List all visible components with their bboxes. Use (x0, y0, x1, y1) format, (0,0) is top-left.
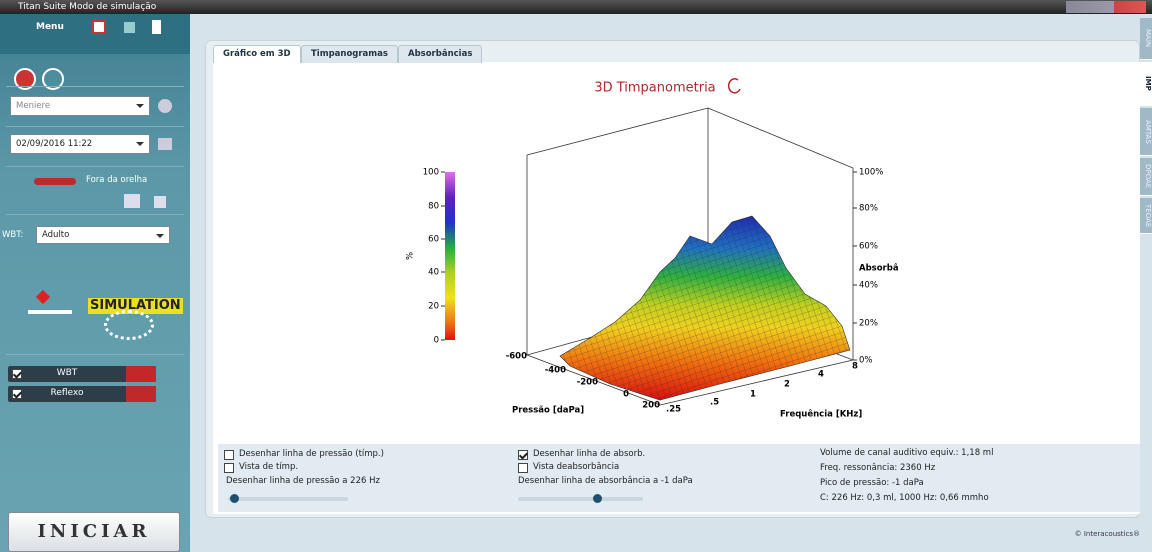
result-text: Pico de pressão: -1 daPa (820, 478, 924, 488)
checkbox-label[interactable]: Desenhar linha de absorb. (533, 449, 645, 459)
y-axis-label: Absorbâ (859, 264, 899, 274)
slider-label: Desenhar linha de pressão a 226 Hz (226, 476, 380, 486)
color-bar-tick-label: 20 (428, 302, 439, 312)
y-tick-label: 100% (859, 168, 883, 178)
x-tick-label: 200 (642, 401, 660, 411)
y-tick-label: 80% (859, 204, 878, 214)
x-axis-label: Pressão [daPa] (512, 406, 584, 416)
side-tab[interactable]: TEOAE (1140, 198, 1152, 234)
x-tick-label: -200 (577, 378, 598, 388)
result-text: C: 226 Hz: 0,3 ml, 1000 Hz: 0,66 mmho (820, 493, 989, 503)
x-tick-label: 0 (623, 390, 629, 400)
x-tick-label: -600 (506, 352, 527, 362)
z-tick-label: .25 (666, 405, 681, 415)
checkbox-label[interactable]: Vista deabsorbância (533, 462, 619, 472)
copyright: © Interacoustics® (1075, 530, 1140, 538)
y-tick-label: 60% (859, 242, 878, 252)
z-tick-label: 8 (852, 362, 858, 372)
y-tick-label: 20% (859, 319, 878, 329)
slider-knob[interactable] (230, 494, 239, 503)
checkbox[interactable] (224, 450, 234, 460)
slider-label: Desenhar linha de absorbância a -1 daPa (518, 476, 693, 486)
checkbox-label[interactable]: Desenhar linha de pressão (tímp.) (239, 449, 384, 459)
checkbox-label[interactable]: Vista de tímp. (239, 462, 298, 472)
app-window: Titan Suite Modo de simulação Menu Menie… (0, 0, 1152, 552)
x-tick-label: -400 (545, 366, 566, 376)
slider[interactable] (228, 497, 348, 501)
slider-knob[interactable] (593, 494, 602, 503)
slider[interactable] (518, 497, 643, 501)
color-bar-tick-label: 100 (423, 168, 439, 178)
side-tab[interactable]: IMP (1140, 62, 1152, 106)
chart-title: 3D Timpanometria (594, 81, 715, 96)
color-bar-label: % (406, 252, 416, 260)
tab[interactable]: Absorbâncias (398, 45, 482, 63)
z-tick-label: 2 (784, 380, 790, 390)
result-text: Volume de canal auditivo equiv.: 1,18 ml (820, 448, 993, 458)
color-bar-tick-label: 60 (428, 235, 439, 245)
z-tick-label: 1 (750, 390, 756, 400)
tab[interactable]: Timpanogramas (301, 45, 398, 63)
y-tick-label: 0% (859, 356, 873, 366)
side-tab[interactable]: DPOAE (1140, 158, 1152, 196)
z-tick-label: .5 (710, 398, 719, 408)
surface-mesh (560, 216, 850, 400)
color-bar-tick-label: 80 (428, 202, 439, 212)
tab[interactable]: Gráfico em 3D (213, 45, 301, 63)
y-tick-label: 40% (859, 281, 878, 291)
ear-icon (729, 79, 740, 93)
color-bar-tick-label: 40 (428, 268, 439, 278)
z-tick-label: 4 (818, 370, 824, 380)
side-tab[interactable]: MAIN (1140, 18, 1152, 60)
checkbox[interactable] (224, 463, 234, 473)
result-text: Freq. ressonância: 2360 Hz (820, 463, 935, 473)
z-axis-label: Frequência [KHz] (780, 409, 862, 420)
color-bar (445, 172, 455, 340)
color-bar-tick-label: 0 (434, 336, 439, 346)
checkbox[interactable] (518, 463, 528, 473)
side-tab[interactable]: AMTAS (1140, 108, 1152, 156)
checkbox[interactable] (518, 450, 528, 460)
